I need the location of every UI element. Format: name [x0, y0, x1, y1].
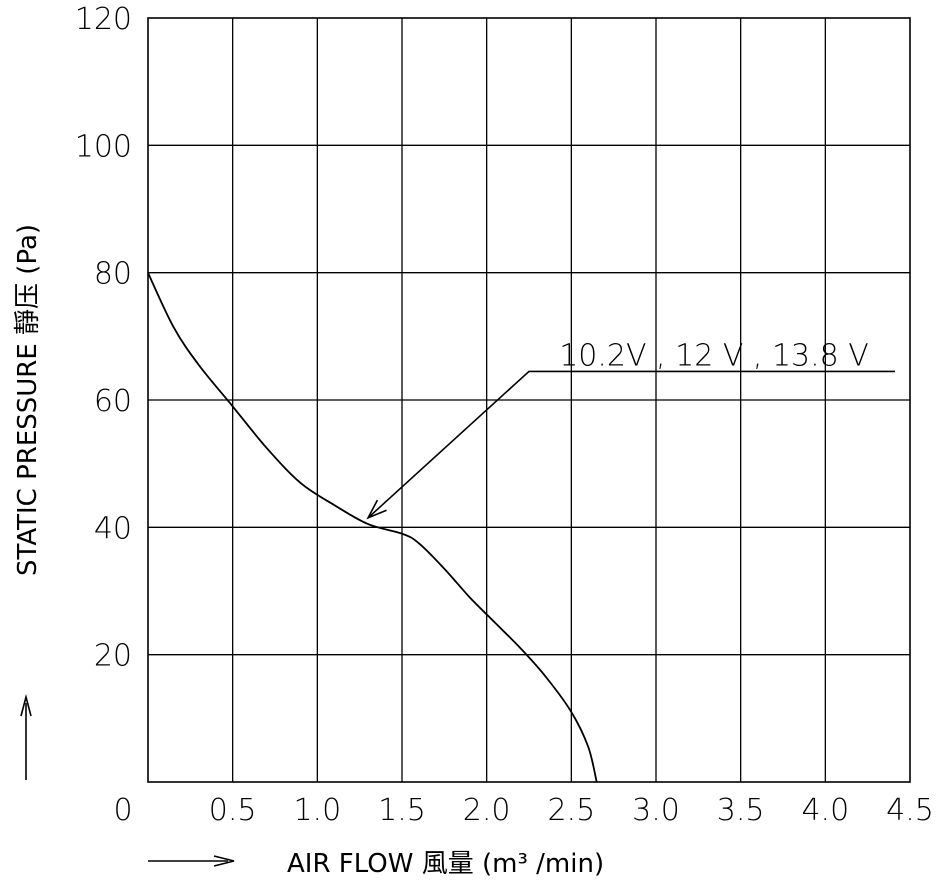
annotation-label: 10.2V , 12 V , 13.8 V	[559, 338, 869, 373]
voltage-annotation: 10.2V , 12 V , 13.8 V	[366, 338, 895, 520]
x-tick-label: 3.0	[632, 793, 680, 828]
y-tick-label: 120	[75, 2, 132, 37]
y-tick-label: 20	[94, 639, 132, 674]
grid	[147, 17, 911, 783]
y-axis-label: STATIC PRESSURE 靜压 (Pa)	[13, 224, 43, 576]
annotation-leader-line	[367, 370, 895, 519]
x-tick-label: 4.0	[801, 793, 849, 828]
y-tick-label: 40	[94, 511, 132, 546]
y-tick-label: 80	[94, 257, 132, 292]
x-tick-label: 0.5	[209, 793, 257, 828]
x-tick-label: 1.5	[378, 793, 426, 828]
y-tick-label: 60	[94, 384, 132, 419]
x-tick-label: 2.0	[463, 793, 511, 828]
y-axis-arrow-icon	[20, 693, 32, 780]
x-tick-label: 1.0	[293, 793, 341, 828]
y-tick-label: 100	[75, 129, 132, 164]
x-tick-label: 2.5	[547, 793, 595, 828]
x-tick-label: 3.5	[717, 793, 765, 828]
x-axis-label: AIR FLOW 風量 (m³ /min)	[287, 849, 604, 879]
series-line-pressure-curve	[147, 272, 598, 783]
x-tick-label: 0	[113, 793, 132, 828]
annotation-arrowhead	[366, 499, 387, 520]
x-tick-label: 4.5	[886, 793, 934, 828]
x-tick-labels: 0 0.5 1.0 1.5 2.0 2.5 3.0 3.5 4.0 4.5	[113, 793, 933, 828]
y-tick-labels: 20 40 60 80 100 120	[75, 2, 132, 674]
x-axis-arrow-icon	[148, 855, 235, 867]
